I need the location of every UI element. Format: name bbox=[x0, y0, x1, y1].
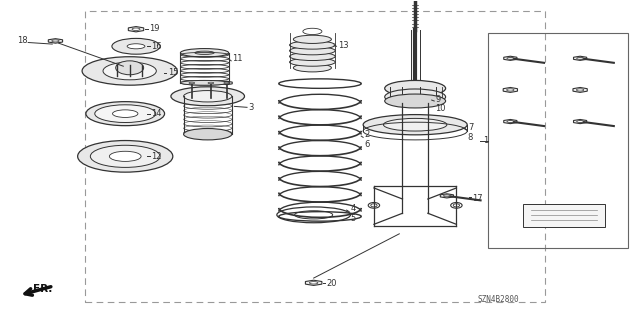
Polygon shape bbox=[573, 120, 587, 124]
Polygon shape bbox=[48, 39, 63, 43]
Ellipse shape bbox=[138, 109, 145, 111]
Ellipse shape bbox=[224, 82, 230, 84]
Ellipse shape bbox=[195, 51, 214, 55]
Ellipse shape bbox=[52, 40, 59, 42]
Ellipse shape bbox=[113, 110, 138, 117]
Text: 7: 7 bbox=[468, 123, 473, 132]
Ellipse shape bbox=[293, 35, 332, 43]
Ellipse shape bbox=[116, 61, 143, 75]
Text: 8: 8 bbox=[468, 133, 473, 142]
Polygon shape bbox=[503, 87, 518, 93]
Ellipse shape bbox=[184, 129, 232, 140]
Ellipse shape bbox=[289, 47, 335, 55]
Ellipse shape bbox=[90, 145, 160, 167]
Bar bbox=[523, 204, 605, 227]
Ellipse shape bbox=[577, 121, 584, 122]
Text: 19: 19 bbox=[148, 24, 159, 33]
Ellipse shape bbox=[95, 105, 156, 122]
Ellipse shape bbox=[122, 118, 129, 120]
Polygon shape bbox=[440, 194, 454, 198]
Ellipse shape bbox=[289, 52, 335, 61]
Text: 12: 12 bbox=[150, 152, 161, 161]
Ellipse shape bbox=[180, 80, 228, 85]
Ellipse shape bbox=[103, 149, 109, 151]
Ellipse shape bbox=[180, 48, 228, 57]
Ellipse shape bbox=[289, 41, 335, 49]
Ellipse shape bbox=[363, 115, 467, 135]
Polygon shape bbox=[504, 120, 517, 124]
Text: 18: 18 bbox=[17, 36, 28, 45]
Text: 1: 1 bbox=[483, 136, 488, 145]
Ellipse shape bbox=[385, 89, 445, 105]
Ellipse shape bbox=[577, 89, 584, 91]
Ellipse shape bbox=[507, 121, 514, 122]
Ellipse shape bbox=[106, 116, 112, 118]
Text: FR.: FR. bbox=[33, 284, 52, 294]
Ellipse shape bbox=[189, 82, 195, 84]
Ellipse shape bbox=[109, 151, 141, 161]
Polygon shape bbox=[205, 81, 216, 85]
Ellipse shape bbox=[184, 91, 232, 102]
Ellipse shape bbox=[103, 161, 109, 164]
Ellipse shape bbox=[145, 113, 151, 115]
Polygon shape bbox=[305, 280, 322, 286]
Ellipse shape bbox=[371, 204, 377, 207]
Text: 14: 14 bbox=[150, 109, 161, 118]
Ellipse shape bbox=[507, 57, 514, 59]
Ellipse shape bbox=[289, 58, 335, 66]
Ellipse shape bbox=[112, 38, 160, 54]
Polygon shape bbox=[504, 56, 517, 60]
Text: SZN4B2800: SZN4B2800 bbox=[477, 295, 519, 304]
Polygon shape bbox=[129, 26, 144, 32]
Ellipse shape bbox=[453, 204, 460, 207]
Text: 11: 11 bbox=[232, 55, 243, 63]
Text: 5: 5 bbox=[351, 213, 356, 222]
Ellipse shape bbox=[127, 44, 145, 49]
Polygon shape bbox=[573, 87, 588, 93]
Ellipse shape bbox=[577, 57, 584, 59]
Ellipse shape bbox=[141, 149, 148, 151]
Text: 9: 9 bbox=[435, 95, 441, 104]
Ellipse shape bbox=[385, 94, 445, 108]
Ellipse shape bbox=[99, 113, 106, 115]
Ellipse shape bbox=[293, 64, 332, 72]
Ellipse shape bbox=[132, 28, 140, 30]
Ellipse shape bbox=[106, 109, 112, 111]
Text: 3: 3 bbox=[248, 103, 253, 112]
Ellipse shape bbox=[138, 116, 145, 118]
Text: 4: 4 bbox=[351, 204, 356, 213]
Ellipse shape bbox=[507, 89, 514, 91]
Text: 20: 20 bbox=[326, 279, 337, 288]
Text: 10: 10 bbox=[435, 104, 446, 113]
Ellipse shape bbox=[122, 108, 129, 110]
Text: 15: 15 bbox=[168, 68, 178, 77]
Bar bbox=[488, 33, 628, 248]
Ellipse shape bbox=[82, 57, 177, 85]
Bar bbox=[85, 11, 545, 302]
Ellipse shape bbox=[171, 87, 244, 106]
Ellipse shape bbox=[103, 62, 156, 80]
Ellipse shape bbox=[451, 203, 462, 208]
Ellipse shape bbox=[444, 195, 451, 197]
Ellipse shape bbox=[208, 82, 214, 84]
Text: 6: 6 bbox=[364, 140, 370, 149]
Ellipse shape bbox=[86, 102, 164, 126]
Ellipse shape bbox=[141, 161, 148, 164]
Polygon shape bbox=[573, 56, 587, 60]
Ellipse shape bbox=[368, 203, 380, 208]
Polygon shape bbox=[186, 81, 197, 85]
Text: 16: 16 bbox=[150, 42, 161, 51]
Polygon shape bbox=[221, 81, 232, 85]
Ellipse shape bbox=[383, 118, 447, 131]
Ellipse shape bbox=[309, 282, 318, 284]
Ellipse shape bbox=[385, 80, 445, 96]
Text: 2: 2 bbox=[364, 130, 370, 139]
Ellipse shape bbox=[303, 28, 322, 34]
Text: 13: 13 bbox=[338, 41, 348, 49]
Ellipse shape bbox=[77, 141, 173, 172]
Text: 17: 17 bbox=[472, 194, 483, 203]
